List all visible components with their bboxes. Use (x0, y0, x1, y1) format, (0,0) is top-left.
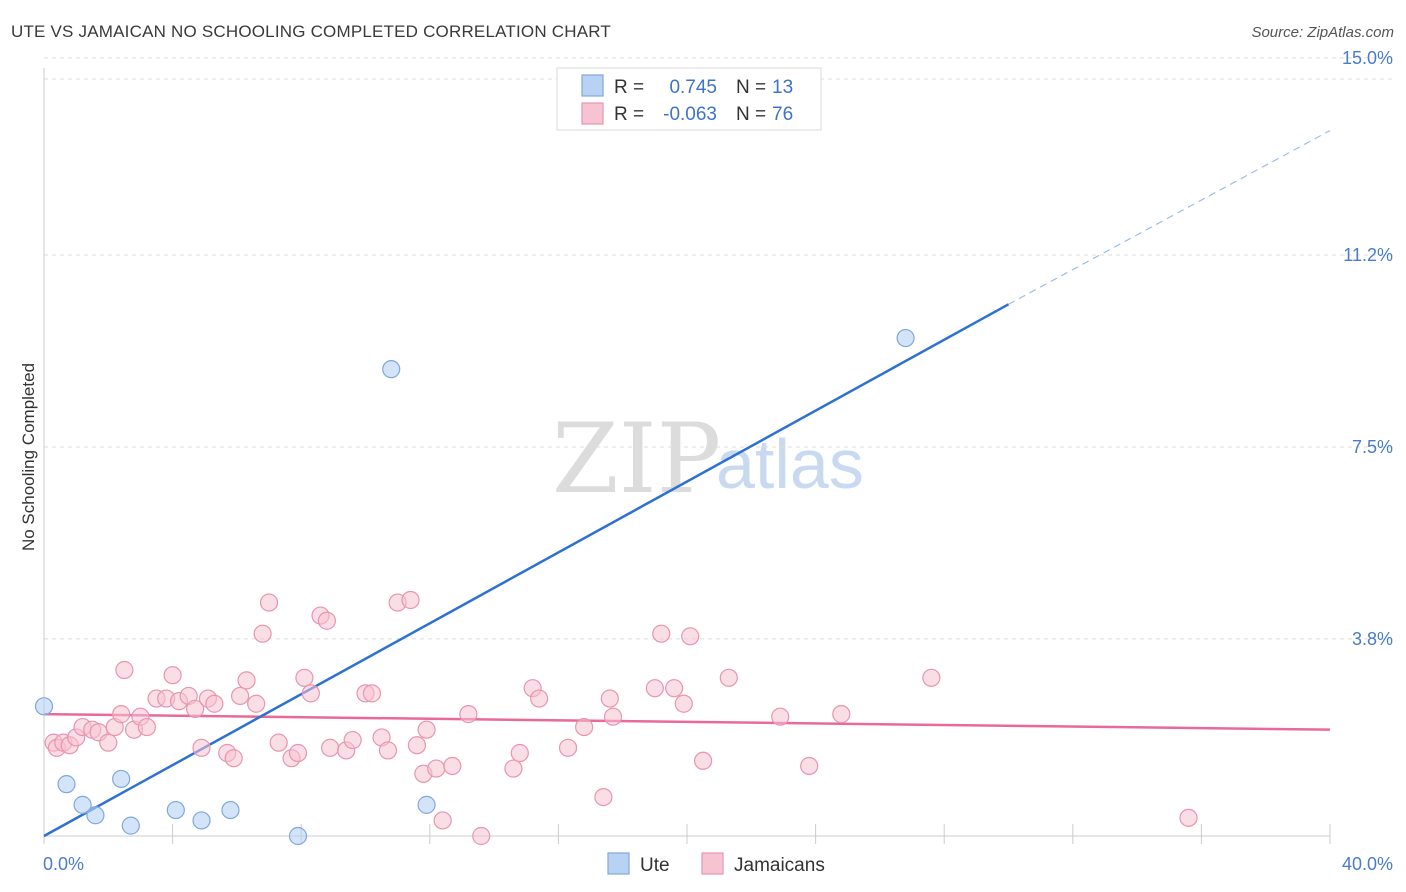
data-point-jamaicans (378, 741, 398, 760)
data-point-jamaicans (594, 787, 613, 807)
watermark-atlas: atlas (716, 425, 864, 503)
legend-swatch-jamaicans (581, 102, 604, 125)
y-tick-label: 7.5% (1352, 437, 1393, 457)
x-tick-label-max: 40.0% (1342, 854, 1393, 874)
data-point-jamaicans (693, 751, 713, 770)
y-tick-label: 15.0% (1342, 48, 1393, 68)
data-point-jamaicans (443, 756, 462, 776)
data-point-jamaicans (99, 733, 118, 752)
data-point-jamaicans (504, 759, 523, 778)
bottom-legend-label-ute: Ute (640, 855, 670, 876)
y-tick-label: 3.8% (1352, 629, 1393, 649)
data-point-jamaicans (1179, 808, 1198, 827)
data-point-jamaicans (407, 736, 427, 755)
data-point-jamaicans (665, 679, 684, 698)
data-point-ute (73, 795, 92, 814)
y-tick-label: 11.2% (1343, 245, 1393, 265)
trend-line-jamaicans (43, 712, 1331, 731)
bottom-legend-label-jamaicans: Jamaicans (734, 855, 825, 876)
data-point-jamaicans (259, 593, 279, 612)
data-point-jamaicans (674, 694, 693, 713)
data-point-jamaicans (343, 730, 362, 750)
data-point-ute (417, 795, 436, 814)
data-point-jamaicans (237, 671, 256, 690)
data-point-jamaicans (530, 689, 549, 708)
legend-r-label-jamaicans: R = (614, 104, 644, 125)
data-point-jamaicans (575, 717, 594, 737)
data-point-jamaicans (295, 668, 314, 687)
legend-swatch-ute (581, 74, 604, 97)
data-point-jamaicans (401, 590, 420, 610)
legend-r-label-ute: R = (614, 77, 644, 98)
data-point-jamaicans (771, 707, 790, 726)
stats-legend: R = 0.745 N = 13 R = -0.063 N = 76 (556, 67, 822, 131)
legend-n-label-jamaicans: N = (736, 104, 766, 125)
data-point-jamaicans (186, 699, 205, 719)
data-point-jamaicans (362, 684, 382, 703)
x-tick-label-min: 0.0% (43, 854, 84, 874)
point-layer (34, 328, 1198, 846)
data-point-jamaicans (137, 717, 156, 737)
data-point-jamaicans (433, 811, 452, 830)
trend-line-ute-extension (1008, 130, 1331, 305)
watermark-zip: ZIP (552, 403, 721, 515)
data-point-jamaicans (645, 679, 664, 698)
legend-n-label-ute: N = (736, 77, 766, 98)
data-point-jamaicans (112, 705, 131, 724)
data-point-jamaicans (558, 738, 578, 757)
data-point-ute (34, 697, 54, 716)
chart-title: UTE VS JAMAICAN NO SCHOOLING COMPLETED C… (11, 22, 611, 41)
chart-source: Source: ZipAtlas.com (1251, 24, 1394, 41)
data-point-jamaicans (247, 694, 266, 713)
bottom-legend-swatch-jamaicans (701, 852, 724, 875)
data-point-ute (86, 806, 105, 825)
data-point-jamaicans (922, 668, 941, 687)
data-point-jamaicans (205, 694, 224, 713)
data-point-ute (112, 769, 131, 789)
data-point-jamaicans (832, 705, 851, 724)
data-point-ute (121, 816, 140, 835)
legend-r-value-ute: 0.745 (669, 77, 717, 98)
legend-n-value-ute: 13 (772, 77, 793, 98)
data-point-jamaicans (652, 624, 671, 643)
data-point-jamaicans (317, 611, 337, 630)
data-point-jamaicans (719, 668, 738, 687)
data-point-jamaicans (459, 705, 478, 724)
bottom-legend-swatch-ute (607, 852, 630, 875)
data-point-jamaicans (163, 666, 182, 685)
legend-n-value-jamaicans: 76 (772, 104, 793, 125)
data-point-jamaicans (269, 733, 288, 752)
data-point-jamaicans (288, 743, 308, 763)
data-point-ute (382, 360, 401, 379)
data-point-jamaicans (800, 756, 819, 776)
data-point-ute (288, 826, 308, 846)
data-point-jamaicans (231, 686, 250, 706)
data-point-jamaicans (224, 749, 243, 768)
data-point-jamaicans (510, 743, 529, 763)
grid-layer (44, 57, 1393, 640)
data-point-ute (166, 800, 185, 820)
y-axis-label: No Schooling Completed (19, 363, 38, 551)
data-point-jamaicans (427, 759, 446, 778)
data-point-ute (57, 775, 76, 794)
legend-r-value-jamaicans: -0.063 (663, 104, 717, 125)
data-point-jamaicans (603, 707, 623, 726)
data-point-ute (221, 800, 240, 820)
data-point-ute (192, 811, 211, 830)
data-point-jamaicans (192, 738, 211, 757)
data-point-jamaicans (600, 689, 619, 708)
data-point-jamaicans (253, 624, 272, 643)
data-point-jamaicans (301, 684, 320, 703)
data-point-ute (896, 328, 915, 348)
data-point-jamaicans (681, 627, 700, 646)
data-point-jamaicans (115, 660, 134, 680)
series-legend: Ute Jamaicans (607, 852, 825, 876)
data-point-jamaicans (321, 738, 340, 757)
data-point-jamaicans (417, 720, 436, 739)
data-point-jamaicans (472, 826, 491, 846)
